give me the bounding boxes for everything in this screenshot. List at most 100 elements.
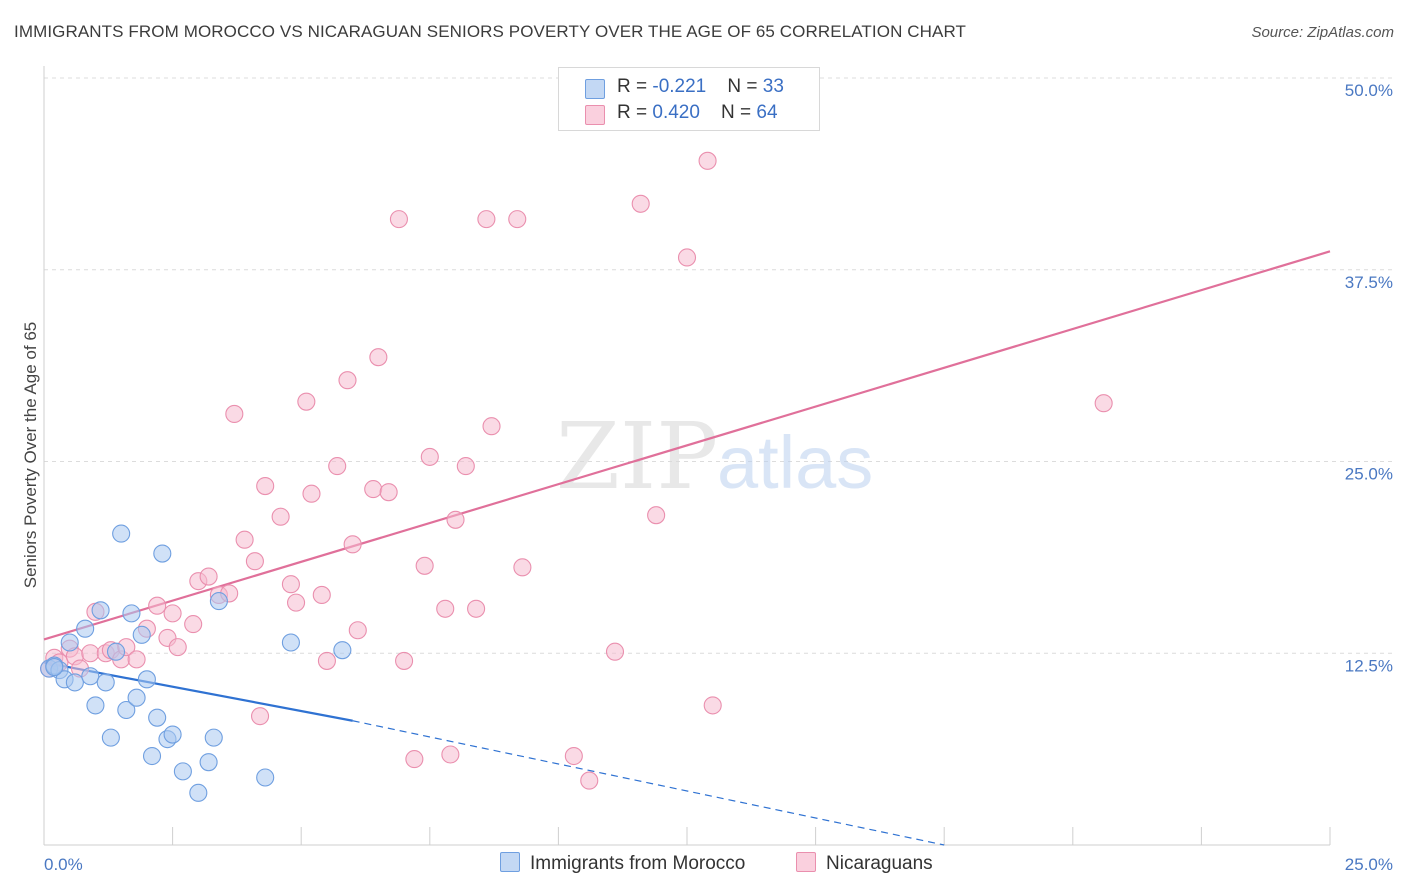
legend-n-value: 33 bbox=[762, 76, 784, 97]
trend-lines bbox=[43, 250, 1331, 846]
point-nicaraguans bbox=[482, 417, 501, 436]
point-nicaraguans bbox=[328, 457, 347, 476]
bottom-legend-label-morocco: Immigrants from Morocco bbox=[530, 853, 746, 874]
point-nicaraguans bbox=[199, 567, 218, 586]
grid-lines bbox=[44, 77, 1394, 654]
point-nicaraguans bbox=[1094, 394, 1113, 413]
y-tick-label: 37.5% bbox=[1345, 273, 1393, 292]
legend-swatch-blue bbox=[585, 79, 605, 99]
point-nicaraguans bbox=[338, 371, 357, 390]
point-morocco bbox=[333, 641, 352, 660]
legend-r-label: R = bbox=[617, 102, 653, 123]
point-nicaraguans bbox=[580, 771, 599, 790]
point-nicaraguans bbox=[168, 638, 187, 657]
point-nicaraguans bbox=[441, 745, 460, 764]
point-nicaraguans bbox=[256, 476, 275, 496]
y-tick-label: 25.0% bbox=[1345, 465, 1393, 484]
legend-n-label: N = bbox=[721, 102, 757, 123]
legend-r-value: -0.221 bbox=[652, 76, 707, 97]
x-tick-label: 25.0% bbox=[1345, 855, 1393, 874]
point-nicaraguans bbox=[184, 615, 203, 634]
point-nicaraguans bbox=[508, 210, 527, 229]
axes bbox=[43, 66, 1331, 846]
point-morocco bbox=[91, 601, 110, 620]
bottom-legend-label-nicaraguans: Nicaraguans bbox=[826, 853, 933, 874]
point-nicaraguans bbox=[281, 575, 300, 594]
trend-line-nicaraguans bbox=[43, 250, 1331, 641]
point-morocco bbox=[81, 667, 100, 686]
point-nicaraguans bbox=[631, 194, 650, 213]
bottom-legend-swatch-blue bbox=[500, 852, 520, 872]
point-nicaraguans bbox=[364, 480, 383, 499]
point-morocco bbox=[281, 633, 300, 652]
legend-r-label: R = bbox=[617, 76, 653, 97]
point-nicaraguans bbox=[163, 604, 182, 623]
legend-swatch-pink bbox=[585, 105, 605, 125]
y-tick-label: 12.5% bbox=[1345, 656, 1393, 675]
point-morocco bbox=[204, 728, 223, 747]
point-morocco bbox=[148, 708, 167, 727]
point-nicaraguans bbox=[605, 642, 625, 661]
point-nicaraguans bbox=[235, 530, 254, 549]
point-nicaraguans bbox=[513, 558, 532, 577]
point-nicaraguans bbox=[395, 651, 414, 670]
point-morocco bbox=[137, 670, 156, 689]
point-morocco bbox=[173, 762, 192, 781]
point-morocco bbox=[101, 728, 120, 747]
point-nicaraguans bbox=[127, 650, 146, 669]
point-morocco bbox=[189, 783, 208, 802]
point-nicaraguans bbox=[677, 248, 697, 267]
point-nicaraguans bbox=[467, 599, 486, 618]
point-morocco bbox=[96, 673, 115, 692]
point-morocco bbox=[45, 658, 64, 677]
point-nicaraguans bbox=[312, 585, 331, 605]
point-morocco bbox=[127, 688, 146, 707]
point-nicaraguans bbox=[297, 392, 316, 411]
point-nicaraguans bbox=[225, 404, 244, 423]
y-axis-label: Seniors Poverty Over the Age of 65 bbox=[21, 322, 40, 588]
point-nicaraguans bbox=[271, 507, 290, 526]
point-nicaraguans bbox=[405, 750, 424, 769]
point-nicaraguans bbox=[456, 457, 475, 476]
bottom-legend-morocco: Immigrants from Morocco bbox=[500, 852, 745, 875]
trend-line-morocco-extension bbox=[352, 720, 945, 846]
source-credit: Source: ZipAtlas.com bbox=[1251, 24, 1394, 41]
y-tick-label: 50.0% bbox=[1345, 81, 1393, 100]
tick-labels: 12.5% 25.0% 37.5% 50.0% 0.0% 25.0% bbox=[44, 81, 1393, 874]
watermark: ZIP atlas bbox=[556, 403, 873, 510]
point-morocco bbox=[65, 673, 84, 692]
point-nicaraguans bbox=[389, 210, 408, 229]
point-nicaraguans bbox=[415, 556, 434, 575]
point-nicaraguans bbox=[446, 510, 465, 529]
point-nicaraguans bbox=[302, 484, 321, 503]
point-morocco bbox=[132, 625, 151, 644]
correlation-legend: R = -0.221 N = 33 R = 0.420 N = 64 bbox=[558, 67, 820, 131]
point-morocco bbox=[142, 746, 162, 766]
point-nicaraguans bbox=[379, 483, 398, 502]
point-morocco bbox=[153, 544, 172, 563]
point-nicaraguans bbox=[369, 348, 388, 367]
point-morocco bbox=[106, 642, 126, 661]
watermark-atlas: atlas bbox=[717, 421, 873, 504]
bottom-legend-swatch-pink bbox=[796, 852, 816, 872]
point-nicaraguans bbox=[477, 210, 496, 229]
point-morocco bbox=[117, 700, 136, 720]
point-nicaraguans bbox=[703, 696, 722, 715]
point-morocco bbox=[209, 592, 228, 611]
watermark-zip: ZIP bbox=[556, 403, 718, 510]
bottom-legend-nicaraguans: Nicaraguans bbox=[796, 852, 933, 875]
point-nicaraguans bbox=[317, 651, 336, 670]
point-nicaraguans bbox=[245, 552, 264, 571]
point-nicaraguans bbox=[148, 596, 167, 615]
point-morocco bbox=[122, 604, 141, 623]
point-nicaraguans bbox=[564, 746, 583, 766]
point-morocco bbox=[112, 524, 131, 543]
point-morocco bbox=[199, 753, 218, 772]
point-nicaraguans bbox=[647, 506, 666, 525]
point-nicaraguans bbox=[343, 535, 362, 554]
point-morocco bbox=[86, 696, 105, 715]
point-nicaraguans bbox=[436, 599, 455, 618]
point-morocco bbox=[76, 619, 95, 638]
point-nicaraguans bbox=[81, 644, 100, 663]
